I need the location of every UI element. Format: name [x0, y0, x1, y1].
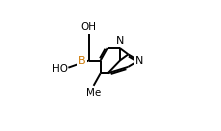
- Text: N: N: [116, 37, 124, 47]
- Text: B: B: [78, 56, 86, 66]
- Text: HO: HO: [51, 64, 68, 74]
- Text: N: N: [135, 56, 143, 66]
- Text: OH: OH: [80, 22, 97, 32]
- Text: Me: Me: [86, 88, 101, 98]
